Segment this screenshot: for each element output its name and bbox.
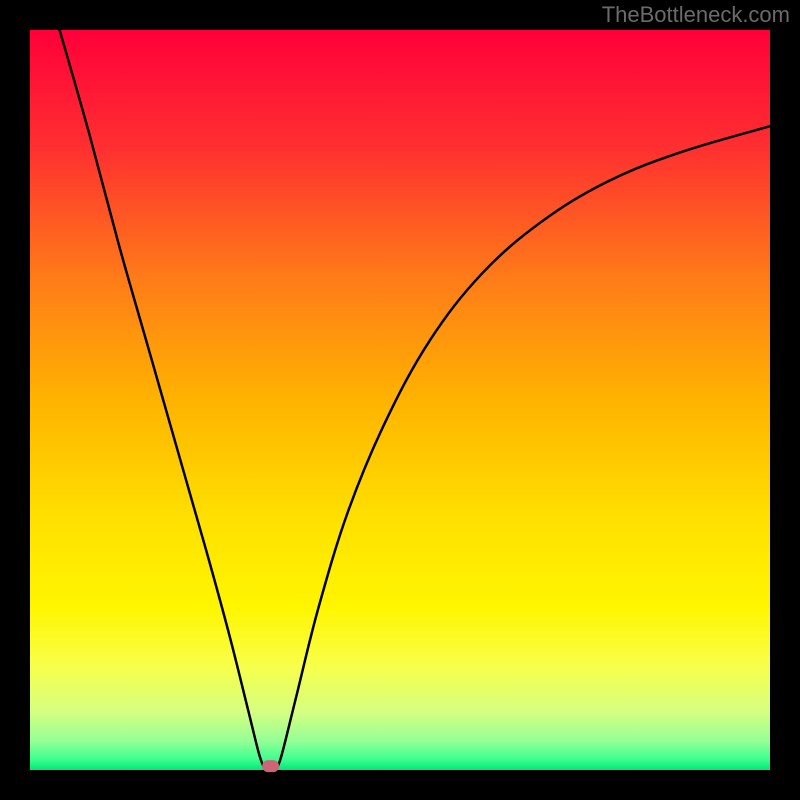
plot-frame — [30, 30, 770, 770]
minimum-marker — [262, 760, 280, 772]
bottleneck-curve — [30, 30, 770, 770]
plot-area — [30, 30, 770, 770]
curve-path — [60, 30, 770, 770]
chart-container: TheBottleneck.com — [0, 0, 800, 800]
watermark-text: TheBottleneck.com — [602, 2, 790, 28]
